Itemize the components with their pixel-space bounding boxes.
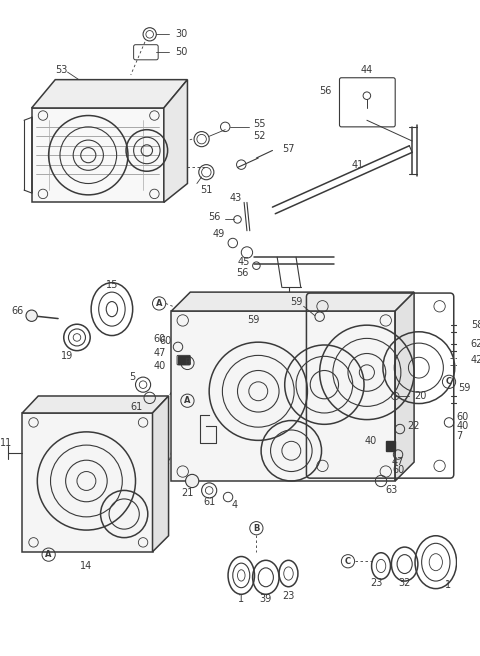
Polygon shape: [171, 292, 414, 311]
Text: 59: 59: [290, 297, 302, 306]
Text: 14: 14: [80, 561, 93, 571]
Text: 50: 50: [175, 47, 188, 57]
Text: 56: 56: [237, 268, 249, 278]
Text: 60: 60: [159, 337, 171, 346]
Text: 40: 40: [364, 436, 376, 446]
Text: A: A: [184, 396, 191, 405]
Text: 59: 59: [247, 316, 260, 325]
Text: 49: 49: [213, 228, 225, 239]
Text: 66: 66: [12, 306, 24, 316]
Text: 61: 61: [131, 402, 143, 413]
Text: 19: 19: [61, 352, 73, 361]
Text: 58: 58: [471, 320, 480, 330]
Text: 43: 43: [230, 193, 242, 203]
Polygon shape: [22, 413, 153, 552]
Text: 7: 7: [456, 430, 463, 441]
Circle shape: [38, 111, 48, 120]
Circle shape: [138, 538, 148, 547]
Polygon shape: [178, 356, 189, 364]
Text: 15: 15: [106, 279, 118, 289]
Text: A: A: [156, 299, 162, 308]
Text: 52: 52: [253, 131, 266, 141]
Text: 60: 60: [456, 412, 469, 422]
Circle shape: [186, 474, 199, 487]
Polygon shape: [153, 396, 168, 552]
Circle shape: [26, 310, 37, 321]
Text: 32: 32: [398, 578, 411, 588]
Text: B: B: [253, 523, 260, 533]
Text: 61: 61: [203, 497, 216, 506]
Polygon shape: [395, 292, 414, 481]
Circle shape: [150, 189, 159, 199]
Circle shape: [177, 466, 188, 477]
Polygon shape: [22, 396, 168, 413]
Circle shape: [29, 538, 38, 547]
Text: 22: 22: [408, 421, 420, 431]
Text: 57: 57: [282, 144, 294, 154]
Text: 51: 51: [200, 185, 213, 195]
Text: 55: 55: [253, 119, 266, 129]
Text: 56: 56: [208, 212, 220, 222]
Text: 60: 60: [154, 335, 166, 344]
Text: 59: 59: [458, 384, 471, 394]
Text: 62: 62: [471, 339, 480, 349]
Text: 39: 39: [260, 594, 272, 604]
Circle shape: [138, 418, 148, 427]
Text: C: C: [345, 557, 351, 565]
Polygon shape: [32, 79, 188, 108]
Text: C: C: [446, 377, 452, 386]
Text: 1: 1: [445, 580, 451, 590]
Polygon shape: [386, 441, 395, 451]
Text: 11: 11: [0, 438, 12, 448]
Text: 20: 20: [414, 391, 426, 401]
Circle shape: [380, 315, 391, 326]
Text: 21: 21: [181, 488, 193, 499]
Text: 53: 53: [55, 65, 68, 75]
Circle shape: [150, 111, 159, 120]
Polygon shape: [164, 79, 188, 203]
Text: 1: 1: [238, 594, 244, 604]
Text: B: B: [184, 358, 191, 367]
Text: 4: 4: [232, 500, 238, 510]
Text: 40: 40: [456, 421, 469, 431]
Text: 63: 63: [386, 485, 398, 495]
Circle shape: [29, 418, 38, 427]
Polygon shape: [32, 108, 164, 203]
Text: 60: 60: [392, 464, 404, 475]
Text: 47: 47: [153, 348, 166, 358]
Text: 42: 42: [471, 355, 480, 365]
Circle shape: [38, 189, 48, 199]
Circle shape: [380, 466, 391, 477]
Circle shape: [177, 315, 188, 326]
Text: 56: 56: [320, 86, 332, 96]
Text: 44: 44: [361, 65, 373, 75]
Text: 23: 23: [282, 591, 295, 601]
Text: 30: 30: [175, 30, 187, 39]
Polygon shape: [171, 311, 395, 481]
Text: 23: 23: [370, 578, 383, 588]
Text: 45: 45: [238, 257, 250, 267]
Text: 47: 47: [392, 457, 404, 467]
Text: 5: 5: [129, 372, 135, 382]
Text: 41: 41: [351, 159, 363, 170]
Text: A: A: [46, 550, 52, 559]
Text: 40: 40: [154, 361, 166, 371]
